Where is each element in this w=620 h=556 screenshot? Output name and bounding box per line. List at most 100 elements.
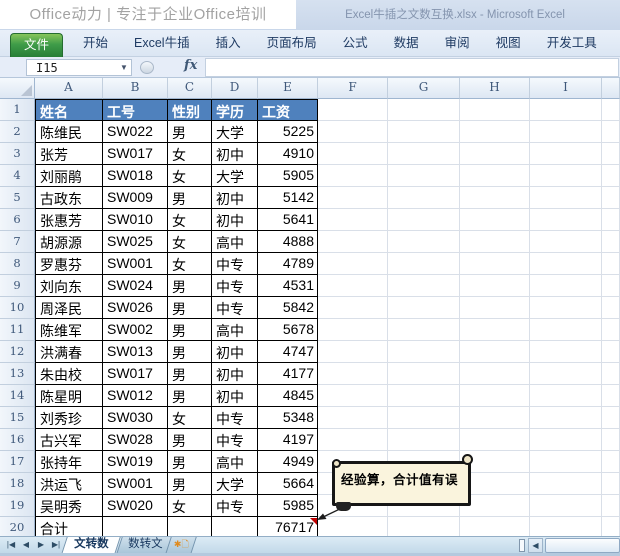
cell-A17[interactable]: 张持年 [35, 451, 103, 473]
column-header-G[interactable]: G [388, 78, 460, 99]
cell-I9[interactable] [530, 275, 602, 297]
cell-B11[interactable]: SW002 [103, 319, 168, 341]
ribbon-tab-5[interactable]: 公式 [342, 36, 368, 50]
ribbon-tab-3[interactable]: 插入 [215, 36, 241, 50]
cell-J13[interactable] [602, 363, 620, 385]
cell-H4[interactable] [460, 165, 530, 187]
cell-I14[interactable] [530, 385, 602, 407]
cell-E5[interactable]: 5142 [258, 187, 318, 209]
column-header-D[interactable]: D [212, 78, 258, 99]
cell-D16[interactable]: 中专 [212, 429, 258, 451]
cell-A20[interactable]: 合计 [35, 517, 103, 536]
cell-A1[interactable]: 姓名 [35, 99, 103, 121]
cell-A19[interactable]: 吴明秀 [35, 495, 103, 517]
ribbon-tab-6[interactable]: 数据 [393, 36, 419, 50]
cell-A4[interactable]: 刘丽鹃 [35, 165, 103, 187]
cell-G11[interactable] [388, 319, 460, 341]
cell-B15[interactable]: SW030 [103, 407, 168, 429]
cell-I7[interactable] [530, 231, 602, 253]
cell-A7[interactable]: 胡源源 [35, 231, 103, 253]
cell-C17[interactable]: 男 [168, 451, 212, 473]
ribbon-tab-7[interactable]: 审阅 [444, 36, 470, 50]
cell-C13[interactable]: 男 [168, 363, 212, 385]
formula-input[interactable] [205, 58, 619, 77]
cell-D12[interactable]: 初中 [212, 341, 258, 363]
cell-C1[interactable]: 性别 [168, 99, 212, 121]
cell-D20[interactable] [212, 517, 258, 536]
prev-sheet-button[interactable]: ◀ [22, 540, 30, 549]
cell-C16[interactable]: 男 [168, 429, 212, 451]
name-box-dropdown-icon[interactable]: ▼ [120, 63, 128, 72]
cell-E1[interactable]: 工资 [258, 99, 318, 121]
cell-F7[interactable] [318, 231, 388, 253]
cell-C7[interactable]: 女 [168, 231, 212, 253]
row-header-20[interactable]: 20 [0, 517, 35, 536]
cell-G12[interactable] [388, 341, 460, 363]
cell-I18[interactable] [530, 473, 602, 495]
column-header-partial[interactable] [602, 78, 620, 99]
row-header-17[interactable]: 17 [0, 451, 35, 473]
cell-C15[interactable]: 女 [168, 407, 212, 429]
cell-G7[interactable] [388, 231, 460, 253]
cell-E17[interactable]: 4949 [258, 451, 318, 473]
cell-F5[interactable] [318, 187, 388, 209]
cell-A8[interactable]: 罗惠芬 [35, 253, 103, 275]
cell-C9[interactable]: 男 [168, 275, 212, 297]
column-header-E[interactable]: E [258, 78, 318, 99]
cell-F6[interactable] [318, 209, 388, 231]
cell-A6[interactable]: 张惠芳 [35, 209, 103, 231]
column-header-I[interactable]: I [530, 78, 602, 99]
row-header-10[interactable]: 10 [0, 297, 35, 319]
cell-A18[interactable]: 洪运飞 [35, 473, 103, 495]
cell-B10[interactable]: SW026 [103, 297, 168, 319]
cell-C3[interactable]: 女 [168, 143, 212, 165]
cell-G15[interactable] [388, 407, 460, 429]
cell-B5[interactable]: SW009 [103, 187, 168, 209]
row-header-16[interactable]: 16 [0, 429, 35, 451]
row-header-9[interactable]: 9 [0, 275, 35, 297]
cell-H12[interactable] [460, 341, 530, 363]
tab-split-handle[interactable] [519, 539, 525, 552]
cell-E15[interactable]: 5348 [258, 407, 318, 429]
cell-E19[interactable]: 5985 [258, 495, 318, 517]
cell-A14[interactable]: 陈星明 [35, 385, 103, 407]
cell-E8[interactable]: 4789 [258, 253, 318, 275]
cell-J7[interactable] [602, 231, 620, 253]
cell-I6[interactable] [530, 209, 602, 231]
cell-C11[interactable]: 男 [168, 319, 212, 341]
cell-C19[interactable]: 女 [168, 495, 212, 517]
cell-G13[interactable] [388, 363, 460, 385]
cell-G3[interactable] [388, 143, 460, 165]
cell-C2[interactable]: 男 [168, 121, 212, 143]
cell-H8[interactable] [460, 253, 530, 275]
cell-E7[interactable]: 4888 [258, 231, 318, 253]
row-header-4[interactable]: 4 [0, 165, 35, 187]
cell-D13[interactable]: 初中 [212, 363, 258, 385]
cell-A3[interactable]: 张芳 [35, 143, 103, 165]
row-header-8[interactable]: 8 [0, 253, 35, 275]
row-header-3[interactable]: 3 [0, 143, 35, 165]
cell-H18[interactable] [460, 473, 530, 495]
hscroll-thumb[interactable] [545, 538, 620, 553]
cell-B7[interactable]: SW025 [103, 231, 168, 253]
cell-F3[interactable] [318, 143, 388, 165]
cell-H17[interactable] [460, 451, 530, 473]
cell-H15[interactable] [460, 407, 530, 429]
cell-J5[interactable] [602, 187, 620, 209]
cell-G1[interactable] [388, 99, 460, 121]
cell-G4[interactable] [388, 165, 460, 187]
cell-A10[interactable]: 周泽民 [35, 297, 103, 319]
cell-B20[interactable] [103, 517, 168, 536]
formula-bar-oval-button[interactable] [140, 61, 154, 74]
cell-E18[interactable]: 5664 [258, 473, 318, 495]
cell-E2[interactable]: 5225 [258, 121, 318, 143]
cell-D7[interactable]: 高中 [212, 231, 258, 253]
cell-A9[interactable]: 刘向东 [35, 275, 103, 297]
row-header-7[interactable]: 7 [0, 231, 35, 253]
cell-J8[interactable] [602, 253, 620, 275]
cell-A13[interactable]: 朱由校 [35, 363, 103, 385]
first-sheet-button[interactable]: |◀ [6, 540, 16, 549]
column-header-F[interactable]: F [318, 78, 388, 99]
cell-B9[interactable]: SW024 [103, 275, 168, 297]
row-header-13[interactable]: 13 [0, 363, 35, 385]
